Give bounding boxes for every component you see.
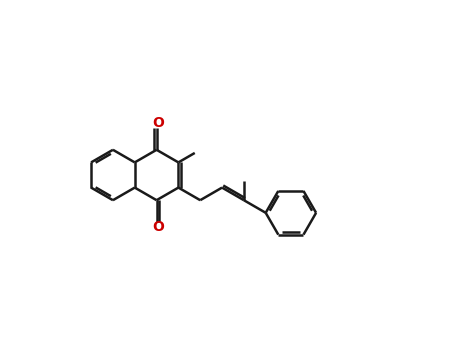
Text: O: O: [153, 116, 165, 130]
Text: O: O: [153, 220, 165, 234]
